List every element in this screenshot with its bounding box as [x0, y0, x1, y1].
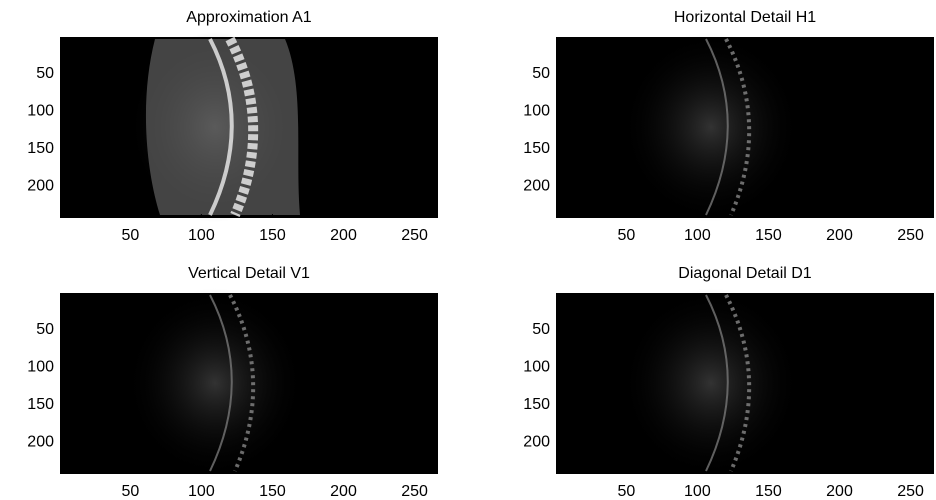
image-content [130, 32, 300, 222]
y-tick-label: 150 [523, 140, 550, 157]
x-tick-label: 200 [826, 227, 853, 244]
y-tick-label: 200 [27, 433, 54, 450]
x-tick-label: 50 [617, 227, 635, 244]
y-tick-label: 200 [523, 433, 550, 450]
x-tick-label: 100 [188, 483, 215, 500]
y-tick-label: 100 [523, 359, 550, 376]
tissue [125, 288, 305, 478]
y-tick-label: 100 [523, 103, 550, 120]
y-tick-label: 200 [523, 177, 550, 194]
x-tick-label: 250 [401, 227, 428, 244]
y-tick-label: 50 [532, 321, 550, 338]
subplot-title: Horizontal Detail H1 [674, 9, 816, 26]
y-tick-label: 100 [27, 103, 54, 120]
x-tick-label: 250 [401, 483, 428, 500]
x-tick-label: 100 [684, 227, 711, 244]
x-tick-label: 150 [259, 483, 286, 500]
y-tick-label: 150 [27, 140, 54, 157]
x-tick-label: 50 [617, 483, 635, 500]
y-tick-label: 100 [27, 359, 54, 376]
image-content [621, 288, 801, 478]
tissue [621, 288, 801, 478]
x-tick-label: 100 [188, 227, 215, 244]
x-tick-label: 250 [897, 227, 924, 244]
y-tick-label: 200 [27, 177, 54, 194]
x-tick-label: 200 [330, 227, 357, 244]
image-content [621, 32, 801, 222]
x-tick-label: 150 [259, 227, 286, 244]
x-tick-label: 100 [684, 483, 711, 500]
tissue [621, 32, 801, 222]
y-tick-label: 150 [523, 396, 550, 413]
x-tick-label: 150 [755, 483, 782, 500]
subplot-title: Vertical Detail V1 [188, 265, 310, 282]
y-tick-label: 150 [27, 396, 54, 413]
x-tick-label: 50 [121, 483, 139, 500]
x-tick-label: 250 [897, 483, 924, 500]
x-tick-label: 150 [755, 227, 782, 244]
y-tick-label: 50 [532, 65, 550, 82]
x-tick-label: 200 [826, 483, 853, 500]
x-tick-label: 200 [330, 483, 357, 500]
figure: Approximation A1 50 100 150 200 250 50 100 150 20… [0, 0, 936, 500]
subplot-title: Diagonal Detail D1 [678, 265, 812, 282]
x-tick-label: 50 [121, 227, 139, 244]
y-tick-label: 50 [36, 321, 54, 338]
image-content [125, 288, 305, 478]
y-tick-label: 50 [36, 65, 54, 82]
subplot-title: Approximation A1 [186, 9, 312, 26]
